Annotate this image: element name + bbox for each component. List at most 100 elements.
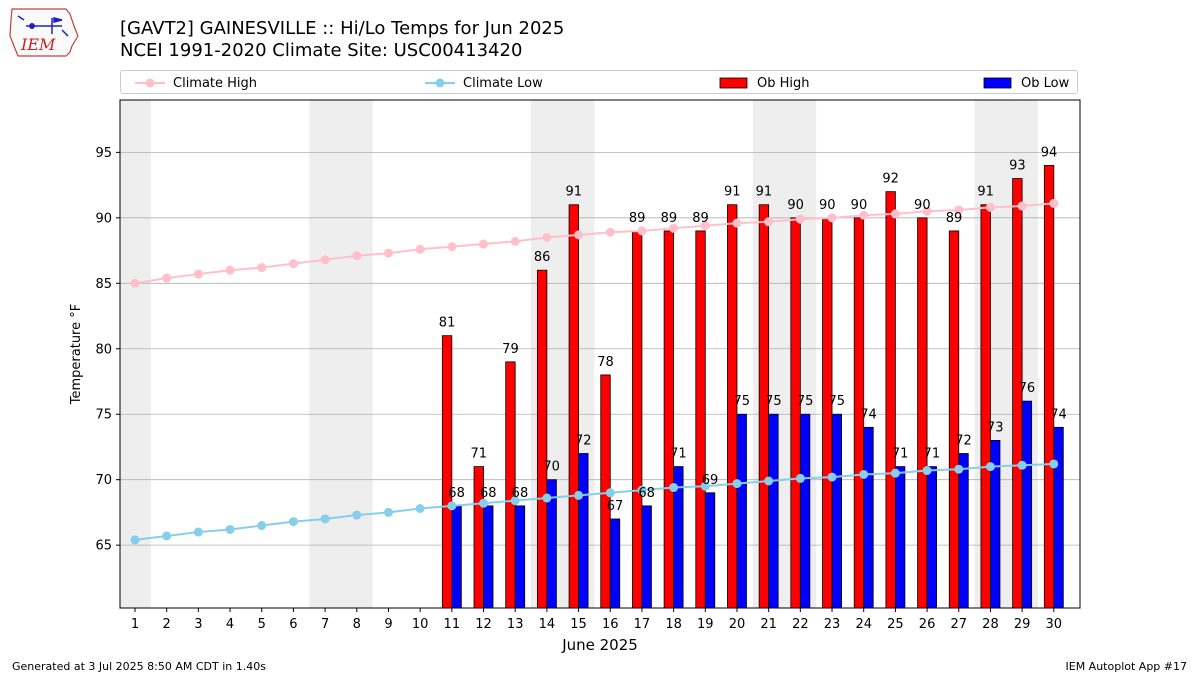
ob-low-label: 74 <box>1050 407 1067 422</box>
legend-line-marker-icon <box>135 78 165 88</box>
app-credit: IEM Autoplot App #17 <box>1065 660 1188 673</box>
climate-high-point <box>732 218 742 228</box>
climate-high-point <box>510 236 520 246</box>
ob-low-label: 76 <box>1019 381 1036 396</box>
climate-low-point <box>732 479 742 489</box>
climate-low-point <box>447 501 457 511</box>
ob-low-label: 69 <box>702 473 719 488</box>
ob-low-bar <box>1053 426 1064 609</box>
ob-high-label: 91 <box>756 185 773 200</box>
climate-high-point <box>1049 198 1059 208</box>
y-tick-label: 95 <box>95 146 112 161</box>
ob-low-bar <box>483 505 494 609</box>
climate-high-point <box>447 242 457 252</box>
climate-low-point <box>574 490 584 500</box>
ob-high-label: 90 <box>787 198 804 213</box>
climate-low-point <box>193 527 203 537</box>
ob-low-label: 74 <box>860 407 877 422</box>
x-tick-label: 19 <box>697 617 714 632</box>
climate-low-point <box>700 481 710 491</box>
climate-high-point <box>225 265 235 275</box>
climate-low-point <box>162 531 172 541</box>
x-tick-label: 18 <box>665 617 682 632</box>
x-tick-label: 10 <box>412 617 429 632</box>
x-axis-label: June 2025 <box>561 636 638 654</box>
ob-low-label: 71 <box>924 447 941 462</box>
weekend-shade <box>120 100 151 608</box>
climate-high-point <box>827 213 837 223</box>
ob-low-label: 70 <box>543 460 560 475</box>
ob-low-label: 75 <box>733 394 750 409</box>
legend-label: Climate Low <box>463 75 543 91</box>
x-tick-label: 29 <box>1014 617 1031 632</box>
climate-low-point <box>764 476 774 486</box>
climate-low-point <box>985 462 995 472</box>
ob-low-bar <box>863 426 874 609</box>
ob-high-label: 92 <box>882 172 899 187</box>
x-tick-label: 4 <box>226 617 234 632</box>
ob-low-bar <box>958 453 969 609</box>
x-tick-label: 21 <box>760 617 777 632</box>
generated-timestamp: Generated at 3 Jul 2025 8:50 AM CDT in 1… <box>12 660 266 673</box>
ob-high-bar <box>536 269 548 609</box>
ob-low-label: 68 <box>512 486 529 501</box>
iem-logo: IEM <box>9 8 79 57</box>
x-tick-label: 23 <box>824 617 841 632</box>
ob-low-bar <box>831 413 842 609</box>
ob-high-label: 89 <box>629 211 646 226</box>
ob-low-bar <box>578 453 589 609</box>
ob-high-label: 90 <box>819 198 836 213</box>
x-tick-label: 7 <box>321 617 329 632</box>
ob-high-bar <box>695 230 706 609</box>
x-tick-label: 25 <box>887 617 904 632</box>
ob-high-label: 94 <box>1041 145 1058 160</box>
climate-low-point <box>827 472 837 482</box>
climate-high-point <box>162 273 172 283</box>
ob-high-bar <box>663 230 675 609</box>
climate-low-point <box>130 535 140 545</box>
x-tick-label: 30 <box>1046 617 1063 632</box>
ob-high-label: 93 <box>1009 159 1026 174</box>
climate-low-point <box>1049 459 1059 469</box>
x-tick-label: 13 <box>507 617 524 632</box>
climate-low-point <box>669 483 679 493</box>
legend-label: Ob High <box>757 75 810 91</box>
legend-bar-swatch-icon <box>719 77 748 89</box>
climate-high-point <box>859 210 869 220</box>
ob-high-label: 89 <box>692 211 709 226</box>
climate-low-point <box>954 464 964 474</box>
ob-high-bar <box>917 217 928 609</box>
y-tick-label: 75 <box>95 408 112 423</box>
climate-low-point <box>890 468 900 478</box>
logo-text: IEM <box>20 35 56 54</box>
climate-low-point <box>415 503 425 513</box>
climate-high-point <box>1017 201 1027 211</box>
y-tick-label: 80 <box>95 342 112 357</box>
climate-high-point <box>985 202 995 212</box>
legend-item-climate-high: Climate High <box>135 73 257 93</box>
ob-high-label: 71 <box>470 447 487 462</box>
ob-low-label: 72 <box>955 434 972 449</box>
ob-high-label: 79 <box>502 342 519 357</box>
ob-low-label: 75 <box>765 394 782 409</box>
climate-low-point <box>922 466 932 476</box>
legend-label: Ob Low <box>1021 75 1070 91</box>
x-tick-label: 15 <box>570 617 587 632</box>
ob-low-label: 68 <box>638 486 655 501</box>
chart-subtitle: NCEI 1991-2020 Climate Site: USC00413420 <box>120 40 523 61</box>
climate-high-point <box>574 230 584 240</box>
ob-low-label: 68 <box>448 486 465 501</box>
ob-low-bar <box>926 466 937 609</box>
x-tick-label: 9 <box>384 617 392 632</box>
ob-high-label: 91 <box>724 185 741 200</box>
y-tick-label: 70 <box>95 473 112 488</box>
x-tick-label: 11 <box>444 617 461 632</box>
x-tick-label: 20 <box>729 617 746 632</box>
climate-low-point <box>795 473 805 483</box>
climate-high-point <box>954 205 964 215</box>
x-tick-label: 6 <box>289 617 297 632</box>
x-tick-label: 2 <box>163 617 171 632</box>
ob-high-label: 89 <box>661 211 678 226</box>
ob-low-bar <box>704 492 716 609</box>
climate-high-point <box>764 217 774 227</box>
